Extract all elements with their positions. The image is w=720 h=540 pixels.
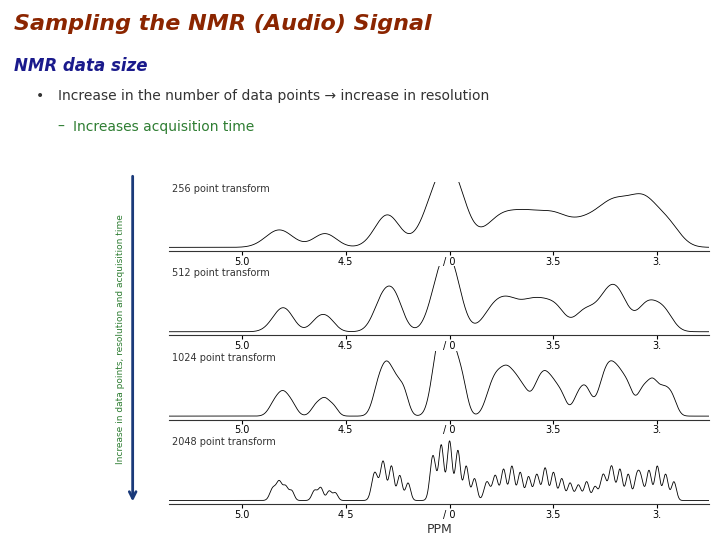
Text: –: –: [58, 120, 65, 134]
Text: NMR data size: NMR data size: [14, 57, 148, 75]
Text: 256 point transform: 256 point transform: [172, 184, 270, 194]
Text: •: •: [35, 89, 44, 103]
Text: Sampling the NMR (Audio) Signal: Sampling the NMR (Audio) Signal: [14, 14, 432, 33]
Text: 2048 point transform: 2048 point transform: [172, 437, 276, 447]
Text: 1024 point transform: 1024 point transform: [172, 353, 276, 363]
Text: Increase in data points, resolution and acquisition time: Increase in data points, resolution and …: [116, 214, 125, 464]
Text: Increases acquisition time: Increases acquisition time: [73, 120, 255, 134]
Text: Increase in the number of data points → increase in resolution: Increase in the number of data points → …: [58, 89, 489, 103]
Text: 512 point transform: 512 point transform: [172, 268, 270, 278]
X-axis label: PPM: PPM: [426, 523, 452, 536]
